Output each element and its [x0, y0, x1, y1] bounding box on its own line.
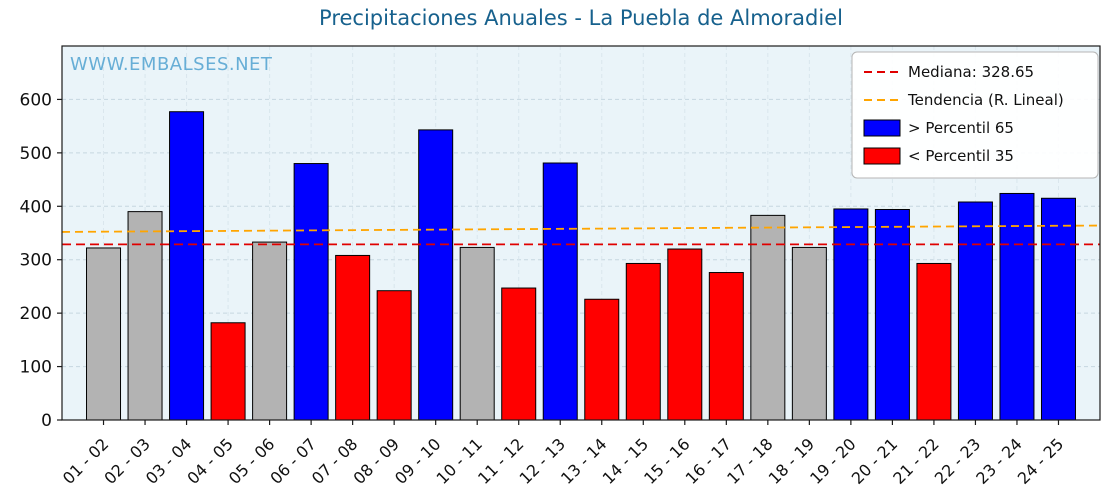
bar-18-19: [791, 246, 827, 421]
bar-04-05: [210, 322, 246, 421]
x-tick-label: 16 - 17: [682, 434, 736, 488]
x-tick-label: 15 - 16: [640, 434, 694, 488]
legend-label: < Percentil 35: [908, 147, 1014, 165]
x-tick-label: 18 - 19: [765, 434, 819, 488]
x-tick-label: 04 - 05: [183, 434, 237, 488]
legend-box: [851, 51, 1099, 179]
y-tick-label: 300: [20, 251, 52, 271]
x-tick-label: 14 - 15: [599, 434, 653, 488]
y-tick-label: 200: [20, 304, 52, 324]
x-tick-label: 13 - 14: [557, 434, 611, 488]
y-tick-label: 600: [20, 90, 52, 110]
x-tick-label: 19 - 20: [806, 434, 860, 488]
legend-sample-patch: [863, 147, 901, 165]
x-tick-label: 07 - 08: [308, 434, 362, 488]
bar-05-06: [252, 241, 288, 421]
bar-20-21: [874, 208, 910, 421]
bar-07-08: [335, 254, 371, 421]
bar-16-17: [708, 272, 744, 421]
legend-label: Tendencia (R. Lineal): [907, 91, 1064, 109]
watermark: WWW.EMBALSES.NET: [70, 54, 273, 75]
bar-22-23: [957, 201, 993, 421]
trend-line: [61, 224, 1101, 233]
x-tick-label: 22 - 23: [931, 434, 985, 488]
legend-label: > Percentil 65: [908, 119, 1014, 137]
bar-06-07: [293, 163, 329, 421]
x-tick-label: 21 - 22: [889, 434, 943, 488]
x-tick-label: 17 - 18: [723, 434, 777, 488]
bar-23-24: [999, 192, 1035, 421]
bar-24-25: [1040, 197, 1076, 421]
y-tick-label: 500: [20, 144, 52, 164]
bar-12-13: [542, 162, 578, 421]
x-tick-label: 05 - 06: [225, 434, 279, 488]
bar-11-12: [501, 287, 537, 421]
bar-10-11: [459, 246, 495, 421]
x-tick-label: 03 - 04: [142, 434, 196, 488]
bar-19-20: [833, 208, 869, 421]
bar-17-18: [750, 214, 786, 421]
x-tick-label: 24 - 25: [1014, 434, 1068, 488]
y-tick-label: 400: [20, 197, 52, 217]
x-tick-label: 08 - 09: [349, 434, 403, 488]
bar-14-15: [625, 262, 661, 421]
bar-15-16: [667, 248, 703, 421]
x-tick-label: 12 - 13: [516, 434, 570, 488]
x-tick-label: 02 - 03: [100, 434, 154, 488]
legend-label: Mediana: 328.65: [908, 63, 1034, 81]
axes-frame: [61, 45, 1101, 421]
x-tick-label: 06 - 07: [266, 434, 320, 488]
bar-21-22: [916, 262, 952, 421]
x-tick-label: 20 - 21: [848, 434, 902, 488]
bar-03-04: [169, 111, 205, 421]
y-tick-label: 0: [41, 411, 52, 431]
x-tick-label: 01 - 02: [59, 434, 113, 488]
bar-02-03: [127, 211, 163, 421]
y-tick-label: 100: [20, 358, 52, 378]
x-tick-label: 23 - 24: [972, 434, 1026, 488]
chart-title: Precipitaciones Anuales - La Puebla de A…: [319, 6, 843, 30]
x-tick-label: 11 - 12: [474, 434, 528, 488]
bar-08-09: [376, 290, 412, 421]
x-tick-label: 10 - 11: [433, 434, 487, 488]
x-tick-label: 09 - 10: [391, 434, 445, 488]
bar-13-14: [584, 298, 620, 421]
legend-sample-patch: [863, 119, 901, 137]
bar-01-02: [86, 247, 122, 421]
bar-09-10: [418, 129, 454, 421]
